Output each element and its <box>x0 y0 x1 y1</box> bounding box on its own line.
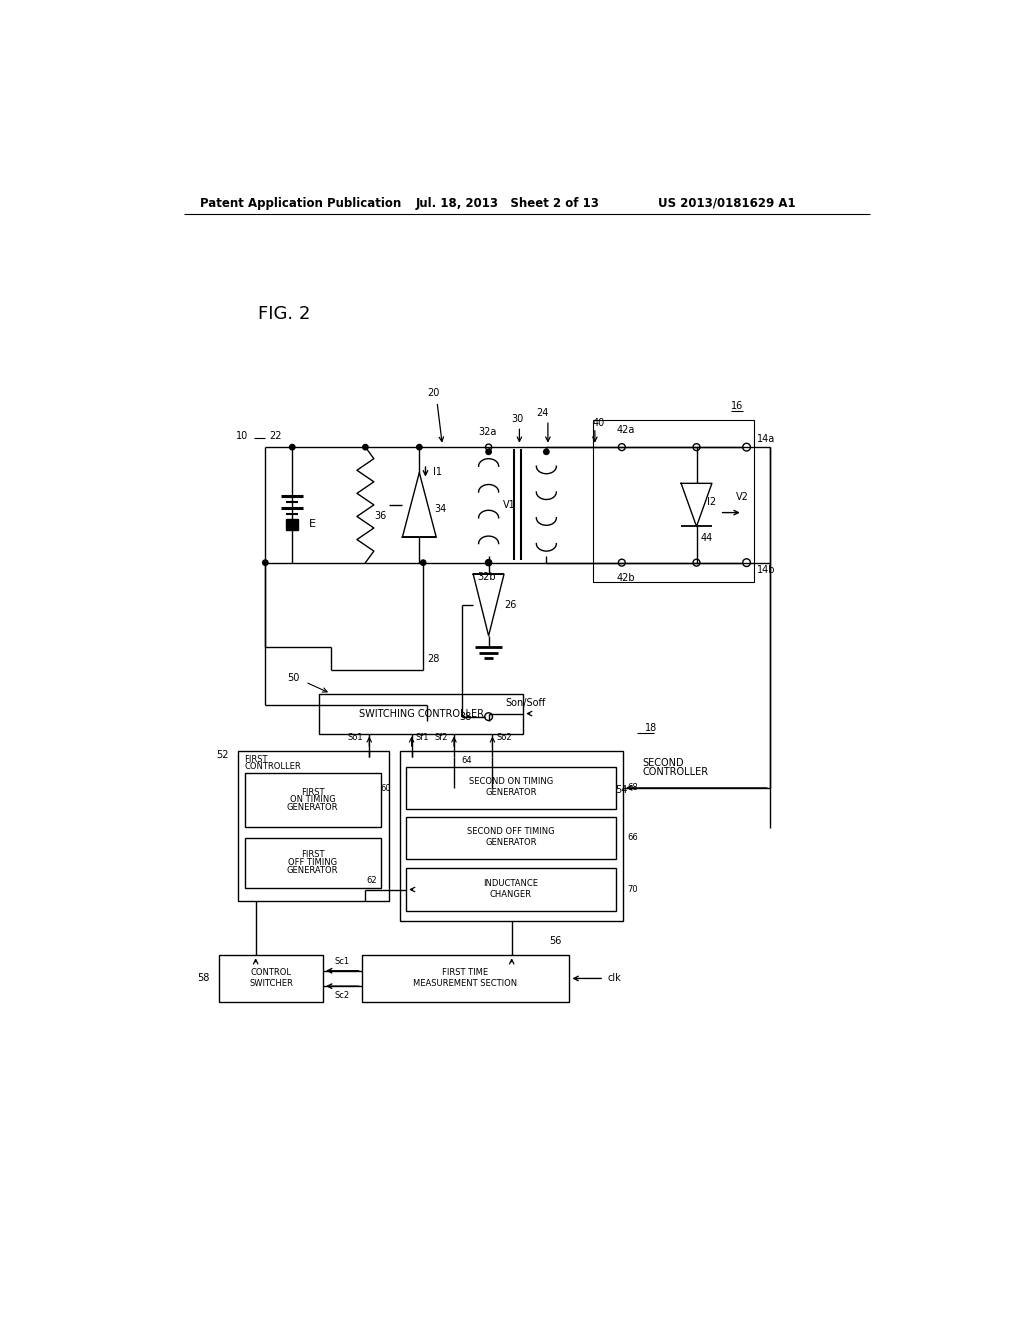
Text: 34: 34 <box>435 504 447 513</box>
Text: OFF TIMING: OFF TIMING <box>288 858 337 867</box>
Text: 28: 28 <box>427 653 439 664</box>
Circle shape <box>544 449 549 454</box>
Bar <box>407 767 615 809</box>
Text: 58: 58 <box>198 973 210 983</box>
Text: 32a: 32a <box>478 426 497 437</box>
Text: FIRST: FIRST <box>301 850 325 859</box>
Text: FIRST: FIRST <box>301 788 325 796</box>
Bar <box>219 956 323 1002</box>
Text: FIG. 2: FIG. 2 <box>258 305 310 323</box>
Text: SWITCHER: SWITCHER <box>249 978 293 987</box>
Text: SWITCHING CONTROLLER: SWITCHING CONTROLLER <box>358 709 483 718</box>
Text: Sc2: Sc2 <box>335 991 350 999</box>
Text: Jul. 18, 2013   Sheet 2 of 13: Jul. 18, 2013 Sheet 2 of 13 <box>416 197 599 210</box>
Text: 44: 44 <box>700 533 713 543</box>
Text: Sc1: Sc1 <box>335 957 350 966</box>
Bar <box>239 751 388 902</box>
Text: 38: 38 <box>460 711 472 722</box>
Circle shape <box>262 560 268 565</box>
Text: Sf2: Sf2 <box>434 733 447 742</box>
Bar <box>286 519 298 529</box>
Text: Sf1: Sf1 <box>416 733 429 742</box>
Text: GENERATOR: GENERATOR <box>287 803 338 812</box>
Text: CONTROLLER: CONTROLLER <box>245 762 301 771</box>
Text: FIRST: FIRST <box>245 755 268 763</box>
Text: 42b: 42b <box>616 573 635 583</box>
Text: 56: 56 <box>550 936 562 946</box>
Text: 40: 40 <box>593 417 605 428</box>
Text: FIRST TIME: FIRST TIME <box>442 968 488 977</box>
Bar <box>361 956 569 1002</box>
Text: 50: 50 <box>288 673 300 684</box>
Text: SECOND ON TIMING: SECOND ON TIMING <box>469 777 553 787</box>
Text: SECOND OFF TIMING: SECOND OFF TIMING <box>467 828 555 837</box>
Text: I2: I2 <box>708 496 717 507</box>
Text: 54: 54 <box>615 785 628 795</box>
Text: ON TIMING: ON TIMING <box>290 796 336 804</box>
Text: CONTROL: CONTROL <box>251 968 292 977</box>
Text: 66: 66 <box>628 833 638 842</box>
Text: 24: 24 <box>537 408 549 417</box>
Text: 42a: 42a <box>616 425 635 436</box>
Circle shape <box>362 445 368 450</box>
Text: GENERATOR: GENERATOR <box>485 838 537 847</box>
Circle shape <box>417 445 422 450</box>
Text: GENERATOR: GENERATOR <box>485 788 537 797</box>
Text: MEASUREMENT SECTION: MEASUREMENT SECTION <box>414 978 517 987</box>
Text: 14a: 14a <box>758 434 775 445</box>
Bar <box>593 420 755 582</box>
Text: CONTROLLER: CONTROLLER <box>643 767 709 777</box>
Bar <box>407 869 615 911</box>
Circle shape <box>486 449 492 454</box>
Text: 26: 26 <box>504 601 516 610</box>
Text: CHANGER: CHANGER <box>489 890 531 899</box>
Text: So2: So2 <box>497 733 512 742</box>
Text: 32b: 32b <box>478 572 497 582</box>
Bar <box>245 837 381 887</box>
Text: 62: 62 <box>367 875 377 884</box>
Text: 60: 60 <box>381 784 391 793</box>
Bar <box>245 774 381 826</box>
Text: Patent Application Publication: Patent Application Publication <box>200 197 401 210</box>
Text: V2: V2 <box>736 492 750 502</box>
Bar <box>407 817 615 859</box>
Bar <box>319 693 523 734</box>
Text: clk: clk <box>608 973 622 983</box>
Text: 52: 52 <box>217 750 229 760</box>
Text: 14b: 14b <box>758 565 776 576</box>
Text: 64: 64 <box>462 756 472 766</box>
Text: US 2013/0181629 A1: US 2013/0181629 A1 <box>658 197 796 210</box>
Text: Son/Soff: Son/Soff <box>506 698 546 708</box>
Text: E: E <box>309 519 316 529</box>
Text: 22: 22 <box>269 432 282 441</box>
Text: 16: 16 <box>731 401 743 412</box>
Bar <box>400 751 624 921</box>
Text: 30: 30 <box>511 413 523 424</box>
Text: 36: 36 <box>375 511 387 521</box>
Text: INDUCTANCE: INDUCTANCE <box>483 879 539 888</box>
Text: GENERATOR: GENERATOR <box>287 866 338 875</box>
Circle shape <box>421 560 426 565</box>
Text: SECOND: SECOND <box>643 758 684 768</box>
Text: So1: So1 <box>347 733 364 742</box>
Circle shape <box>486 560 492 565</box>
Text: 20: 20 <box>427 388 439 399</box>
Text: V1: V1 <box>503 500 515 510</box>
Text: 10: 10 <box>237 430 249 441</box>
Text: I1: I1 <box>433 467 442 477</box>
Text: 70: 70 <box>628 884 638 894</box>
Circle shape <box>290 445 295 450</box>
Text: 18: 18 <box>645 723 657 733</box>
Text: 68: 68 <box>628 783 638 792</box>
